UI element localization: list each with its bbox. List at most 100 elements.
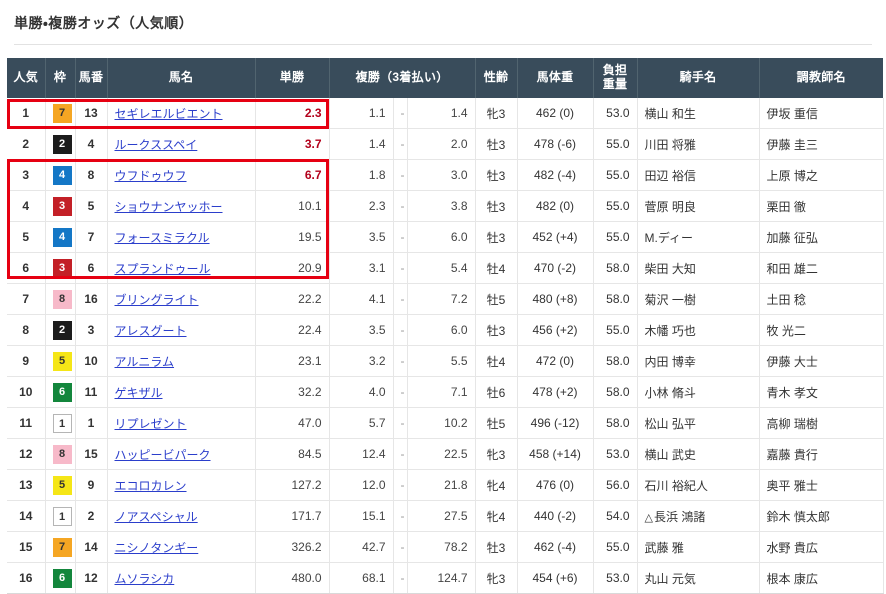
trainer-link[interactable]: 上原 博之 [766, 168, 818, 183]
horse-name-link[interactable]: ゲキザル [114, 385, 163, 400]
cell-horse-name[interactable]: ウフドゥウフ [107, 159, 256, 191]
horse-name-link[interactable]: ムソラシカ [114, 571, 175, 586]
cell-trainer[interactable]: 牧 光二 [759, 314, 884, 346]
trainer-link[interactable]: 高柳 瑞樹 [766, 416, 818, 431]
cell-horse-name[interactable]: ハッピービパーク [107, 438, 256, 470]
cell-trainer[interactable]: 伊藤 圭三 [759, 128, 884, 160]
horse-name-link[interactable]: エコロカレン [114, 478, 187, 493]
jockey-link[interactable]: 丸山 元気 [644, 571, 696, 586]
jockey-link[interactable]: 武藤 雅 [644, 540, 684, 555]
cell-horse-name[interactable]: ショウナンヤッホー [107, 190, 256, 222]
jockey-link[interactable]: 田辺 裕信 [644, 168, 696, 183]
horse-name-link[interactable]: ブリングライト [114, 292, 199, 307]
cell-trainer[interactable]: 鈴木 慎太郎 [759, 500, 884, 532]
trainer-link[interactable]: 奥平 雅士 [766, 478, 818, 493]
cell-trainer[interactable]: 土田 稔 [759, 283, 884, 315]
cell-jockey[interactable]: 武藤 雅 [637, 531, 760, 563]
trainer-link[interactable]: 伊坂 重信 [766, 106, 818, 121]
horse-name-link[interactable]: ハッピービパーク [114, 447, 211, 462]
jockey-link[interactable]: 横山 武史 [644, 447, 696, 462]
trainer-link[interactable]: 嘉藤 貴行 [766, 447, 818, 462]
cell-jockey[interactable]: 田辺 裕信 [637, 159, 760, 191]
cell-jockey[interactable]: △長浜 鴻諸 [637, 500, 760, 532]
horse-name-link[interactable]: アルニラム [114, 354, 175, 369]
jockey-link[interactable]: 内田 博幸 [644, 354, 696, 369]
horse-name-link[interactable]: ウフドゥウフ [114, 168, 187, 183]
cell-trainer[interactable]: 和田 雄二 [759, 252, 884, 284]
trainer-link[interactable]: 青木 孝文 [766, 385, 818, 400]
trainer-link[interactable]: 鈴木 慎太郎 [766, 509, 830, 524]
cell-jockey[interactable]: 菊沢 一樹 [637, 283, 760, 315]
waku-badge: 6 [52, 382, 72, 402]
trainer-link[interactable]: 加藤 征弘 [766, 230, 818, 245]
trainer-link[interactable]: 栗田 徹 [766, 199, 806, 214]
trainer-link[interactable]: 伊藤 圭三 [766, 137, 818, 152]
cell-trainer[interactable]: 伊藤 大士 [759, 345, 884, 377]
cell-horse-name[interactable]: セギレエルビエント [107, 98, 256, 129]
cell-horse-name[interactable]: ブリングライト [107, 283, 256, 315]
cell-jockey[interactable]: 菅原 明良 [637, 190, 760, 222]
cell-jockey[interactable]: 小林 脩斗 [637, 376, 760, 408]
cell-horse-name[interactable]: フォースミラクル [107, 221, 256, 253]
jockey-link[interactable]: 長浜 鴻諸 [653, 509, 706, 524]
cell-horse-name[interactable]: スプランドゥール [107, 252, 256, 284]
cell-trainer[interactable]: 伊坂 重信 [759, 98, 884, 129]
cell-jockey[interactable]: 川田 将雅 [637, 128, 760, 160]
jockey-link[interactable]: 川田 将雅 [644, 137, 696, 152]
cell-horse-name[interactable]: ゲキザル [107, 376, 256, 408]
jockey-link[interactable]: 横山 和生 [644, 106, 696, 121]
cell-trainer[interactable]: 水野 貴広 [759, 531, 884, 563]
cell-jockey[interactable]: 丸山 元気 [637, 562, 760, 594]
horse-name-link[interactable]: スプランドゥール [114, 261, 211, 276]
jockey-link[interactable]: 小林 脩斗 [644, 385, 696, 400]
cell-jockey[interactable]: 松山 弘平 [637, 407, 760, 439]
cell-horse-name[interactable]: ムソラシカ [107, 562, 256, 594]
cell-jockey[interactable]: M.ディー [637, 221, 760, 253]
cell-trainer[interactable]: 加藤 征弘 [759, 221, 884, 253]
trainer-link[interactable]: 伊藤 大士 [766, 354, 818, 369]
cell-horse-name[interactable]: ルークススペイ [107, 128, 256, 160]
cell-trainer[interactable]: 高柳 瑞樹 [759, 407, 884, 439]
cell-horse-name[interactable]: リプレゼント [107, 407, 256, 439]
horse-name-link[interactable]: フォースミラクル [114, 230, 210, 245]
trainer-link[interactable]: 根本 康広 [766, 571, 818, 586]
horse-name-link[interactable]: ニシノタンギー [114, 540, 199, 555]
trainer-link[interactable]: 水野 貴広 [766, 540, 818, 555]
jockey-link[interactable]: 菊沢 一樹 [644, 292, 696, 307]
jockey-link[interactable]: 菅原 明良 [644, 199, 696, 214]
cell-trainer[interactable]: 青木 孝文 [759, 376, 884, 408]
cell-trainer[interactable]: 上原 博之 [759, 159, 884, 191]
cell-trainer[interactable]: 奥平 雅士 [759, 469, 884, 501]
trainer-link[interactable]: 牧 光二 [766, 323, 806, 338]
cell-trainer[interactable]: 嘉藤 貴行 [759, 438, 884, 470]
trainer-link[interactable]: 土田 稔 [766, 292, 806, 307]
jockey-link[interactable]: 柴田 大知 [644, 261, 696, 276]
cell-jockey[interactable]: 柴田 大知 [637, 252, 760, 284]
horse-name-link[interactable]: アレスグート [114, 323, 187, 338]
cell-horse-name[interactable]: ニシノタンギー [107, 531, 256, 563]
cell-trainer[interactable]: 根本 康広 [759, 562, 884, 594]
trainer-link[interactable]: 和田 雄二 [766, 261, 818, 276]
cell-jockey[interactable]: 横山 和生 [637, 98, 760, 129]
cell-trainer[interactable]: 栗田 徹 [759, 190, 884, 222]
cell-place-odds-high: 3.0 [407, 159, 476, 191]
cell-jockey[interactable]: 石川 裕紀人 [637, 469, 760, 501]
horse-name-link[interactable]: ルークススペイ [114, 137, 198, 152]
jockey-link[interactable]: M.ディー [644, 230, 694, 245]
jockey-link[interactable]: 石川 裕紀人 [644, 478, 708, 493]
cell-horse-name[interactable]: エコロカレン [107, 469, 256, 501]
cell-burden-weight: 54.0 [593, 500, 638, 532]
jockey-link[interactable]: 木幡 巧也 [644, 323, 696, 338]
horse-name-link[interactable]: セギレエルビエント [114, 106, 223, 121]
cell-horse-name[interactable]: アルニラム [107, 345, 256, 377]
horse-name-link[interactable]: ノアスペシャル [114, 509, 198, 524]
horse-name-link[interactable]: ショウナンヤッホー [114, 199, 223, 214]
cell-jockey[interactable]: 内田 博幸 [637, 345, 760, 377]
cell-horse-name[interactable]: ノアスペシャル [107, 500, 256, 532]
cell-horse-name[interactable]: アレスグート [107, 314, 256, 346]
cell-jockey[interactable]: 横山 武史 [637, 438, 760, 470]
horse-name-link[interactable]: リプレゼント [114, 416, 187, 431]
cell-waku: 5 [45, 469, 76, 501]
cell-jockey[interactable]: 木幡 巧也 [637, 314, 760, 346]
jockey-link[interactable]: 松山 弘平 [644, 416, 696, 431]
